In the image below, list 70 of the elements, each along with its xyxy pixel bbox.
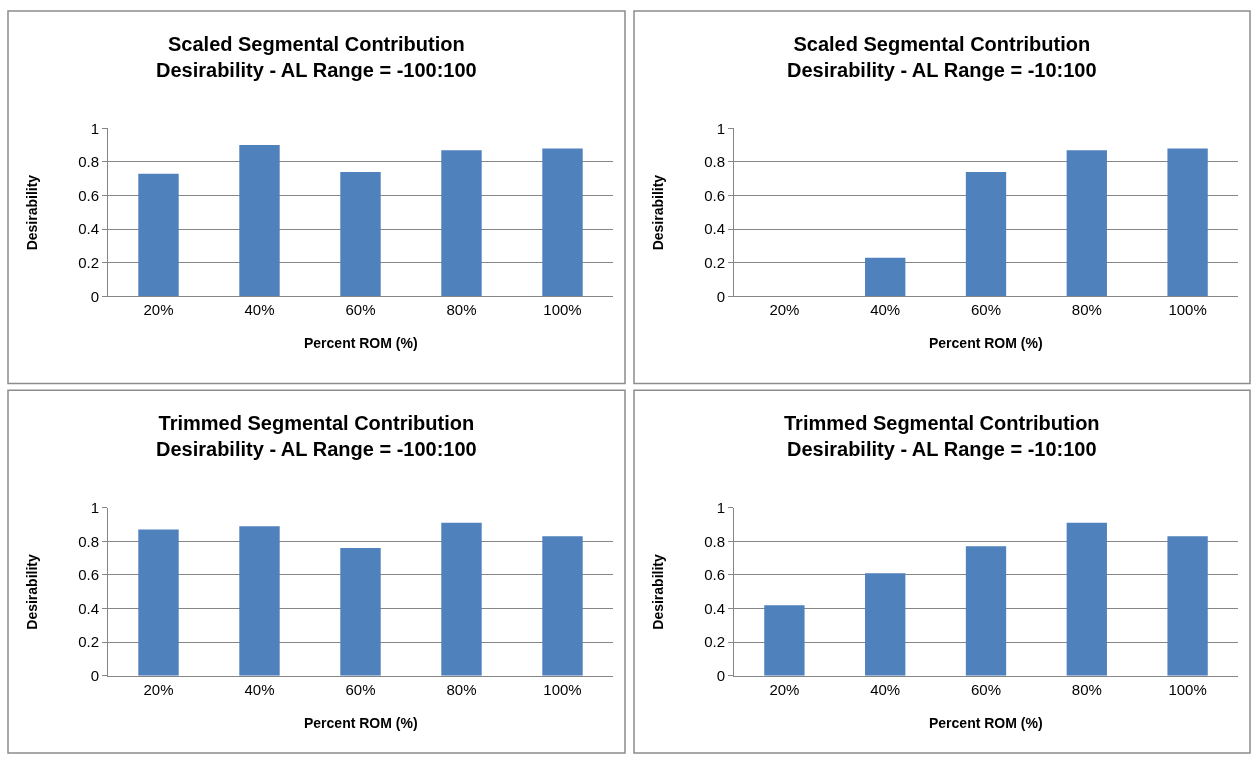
x-tick-label: 40% — [244, 301, 275, 319]
x-tick-label: 40% — [870, 301, 901, 319]
y-tick-label: 0.4 — [704, 599, 725, 617]
y-tick-label: 0 — [716, 287, 725, 305]
y-tick-label: 0.2 — [78, 254, 99, 272]
y-tick-label: 0.8 — [78, 532, 99, 550]
bar — [764, 605, 805, 676]
y-axis-title: Desirability — [650, 554, 667, 630]
y-tick-label: 0.8 — [704, 532, 725, 550]
chart-title: Trimmed Segmental Contribution Desirability - AL Range = -100:100 — [156, 412, 477, 460]
y-axis-title: Desirability — [649, 174, 666, 251]
x-tick-label: 80% — [1071, 301, 1102, 319]
bar — [865, 573, 906, 676]
x-tick-label: 40% — [244, 680, 275, 698]
y-tick-label: 1 — [90, 498, 99, 516]
x-tick-label: 60% — [345, 680, 376, 698]
chart-title: Scaled Segmental Contribution Desirability - AL Range = -100:100 — [156, 33, 477, 81]
x-axis-title: Percent ROM (%) — [929, 335, 1043, 351]
y-tick-label: 0.4 — [78, 599, 99, 617]
bar — [138, 173, 179, 297]
bar — [965, 172, 1007, 297]
bar — [1167, 148, 1208, 297]
x-tick-label: 20% — [769, 301, 800, 319]
x-tick-label: 60% — [970, 680, 1002, 698]
bar — [1167, 536, 1208, 676]
y-axis-title: Desirability — [24, 554, 41, 630]
bar — [1066, 150, 1107, 297]
bar — [1066, 522, 1107, 676]
y-tick-label: 0.2 — [78, 633, 99, 651]
x-axis-title: Percent ROM (%) — [929, 715, 1043, 731]
chart-title: Trimmed Segmental Contribution Desirability - AL Range = -10:100 — [784, 412, 1100, 460]
y-tick-label: 0.4 — [704, 220, 725, 238]
bar — [340, 172, 381, 297]
x-tick-label: 20% — [143, 680, 174, 698]
x-tick-label: 100% — [543, 680, 582, 698]
x-tick-label: 80% — [446, 301, 477, 319]
y-tick-label: 0.8 — [78, 153, 99, 171]
y-tick-label: 0.6 — [78, 186, 99, 204]
bar — [965, 546, 1007, 676]
x-tick-label: 100% — [543, 301, 582, 319]
y-axis-title: Desirability — [23, 174, 40, 251]
x-tick-label: 100% — [1168, 301, 1207, 319]
y-tick-label: 0 — [716, 667, 725, 685]
bar — [865, 257, 906, 297]
y-tick-label: 1 — [716, 498, 725, 516]
y-tick-label: 0.6 — [704, 186, 725, 204]
x-tick-label: 20% — [769, 680, 800, 698]
y-tick-label: 0.2 — [704, 633, 725, 651]
bar — [441, 150, 482, 297]
y-tick-label: 0.6 — [78, 566, 99, 584]
y-tick-label: 0.2 — [704, 254, 725, 272]
x-tick-label: 60% — [970, 301, 1002, 319]
y-tick-label: 1 — [716, 119, 725, 137]
y-tick-label: 0.8 — [704, 153, 725, 171]
y-tick-label: 0 — [90, 667, 99, 685]
x-axis-title: Percent ROM (%) — [304, 715, 418, 731]
chart-title: Scaled Segmental Contribution Desirability - AL Range = -10:100 — [787, 33, 1097, 81]
y-tick-label: 0.6 — [704, 566, 725, 584]
x-tick-label: 40% — [870, 680, 901, 698]
x-tick-label: 20% — [143, 301, 174, 319]
bar — [239, 145, 280, 297]
y-tick-label: 0.4 — [78, 220, 99, 238]
x-tick-label: 100% — [1168, 680, 1207, 698]
x-tick-label: 60% — [345, 301, 376, 319]
x-tick-label: 80% — [1071, 680, 1102, 698]
x-axis-title: Percent ROM (%) — [304, 335, 418, 351]
bar — [542, 148, 583, 297]
y-tick-label: 0 — [90, 287, 99, 305]
y-tick-label: 1 — [90, 119, 99, 137]
x-tick-label: 80% — [446, 680, 477, 698]
